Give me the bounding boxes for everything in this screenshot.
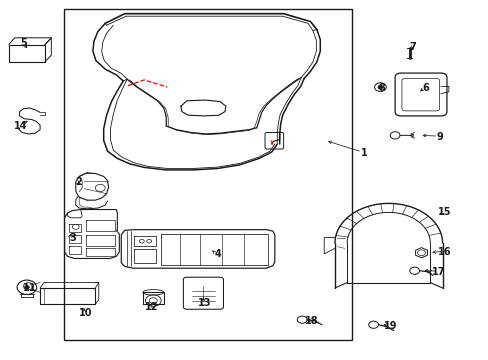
Text: 5: 5 xyxy=(20,38,27,48)
Text: 3: 3 xyxy=(69,233,76,243)
Circle shape xyxy=(377,85,382,89)
Text: 19: 19 xyxy=(383,321,396,331)
Text: 18: 18 xyxy=(305,316,318,326)
Text: 16: 16 xyxy=(437,247,451,257)
Text: 17: 17 xyxy=(431,267,445,277)
Text: 10: 10 xyxy=(79,308,92,318)
Text: 11: 11 xyxy=(22,283,36,293)
Text: 1: 1 xyxy=(360,148,367,158)
Circle shape xyxy=(24,285,29,289)
Text: 13: 13 xyxy=(197,298,211,308)
Text: 12: 12 xyxy=(144,302,158,312)
Text: 8: 8 xyxy=(377,83,384,93)
Text: 14: 14 xyxy=(14,121,27,131)
Text: 2: 2 xyxy=(75,177,81,187)
Text: 9: 9 xyxy=(436,132,443,142)
Text: 4: 4 xyxy=(214,249,221,259)
Text: 6: 6 xyxy=(421,83,428,93)
Text: 7: 7 xyxy=(409,42,416,52)
Bar xyxy=(63,9,351,340)
Text: 15: 15 xyxy=(437,207,451,217)
